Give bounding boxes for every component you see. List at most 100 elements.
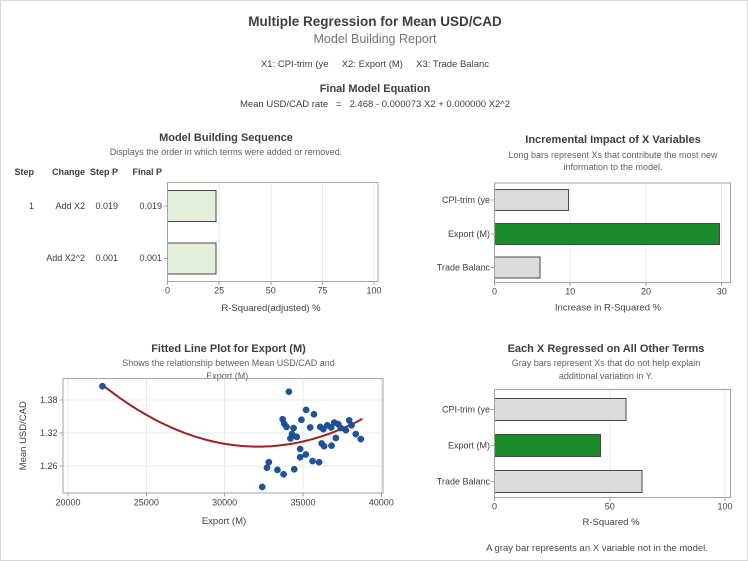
sequence-panel-subtitle: Displays the order in which terms were a…	[109, 147, 343, 157]
data-point	[280, 470, 287, 478]
data-point	[99, 382, 106, 390]
sequence-panel-title: Model Building Sequence	[159, 131, 293, 144]
x-tick-label: 0	[492, 287, 497, 297]
incremental-panel-subtitle-line2: information to the model.	[563, 162, 663, 172]
x-tick-label: 100	[366, 286, 381, 296]
table-header-step-p: Step P	[89, 166, 118, 177]
x-tick-label: 0	[492, 502, 497, 512]
predictor-list: X1: CPI-trim (ye X2: Export (M) X3: Trad…	[260, 59, 490, 70]
regressed-panel-subtitle-line1: Gray bars represent Xs that do not help …	[511, 358, 701, 368]
x-tick-label: 10	[565, 287, 575, 297]
fitted-line	[101, 384, 363, 448]
regressed-panel-title: Each X Regressed on All Other Terms	[507, 342, 705, 355]
data-point	[302, 451, 310, 458]
data-point	[290, 465, 298, 473]
data-point	[296, 453, 304, 461]
x-tick-label: 25000	[134, 498, 159, 508]
table-cell: 0.019	[139, 200, 162, 211]
table-cell: 0.019	[95, 200, 118, 211]
x-tick-label: 75	[317, 286, 327, 296]
report-title: Multiple Regression for Mean USD/CAD	[248, 14, 502, 29]
data-point	[357, 435, 365, 443]
incremental-panel-subtitle-line1: Long bars represent Xs that contribute t…	[508, 149, 718, 160]
table-header-step: Step	[14, 166, 34, 177]
table-cell: 1	[28, 200, 34, 211]
category-label: CPI-trim (ye	[442, 405, 490, 415]
data-point	[306, 424, 314, 431]
data-point	[315, 458, 323, 466]
data-point	[348, 421, 355, 429]
x-tick-label: 0	[165, 286, 170, 296]
table-cell: 0.001	[95, 253, 118, 263]
x-tick-label: 30	[717, 287, 727, 297]
regressed-bar-1	[494, 433, 602, 457]
category-label: Trade Balanc	[437, 263, 491, 273]
x-axis-title: Increase in R-Squared %	[555, 303, 662, 314]
fitted-plot-frame	[62, 378, 384, 494]
fitted-panel-title: Fitted Line Plot for Export (M)	[151, 342, 306, 355]
y-tick-label: 1.38	[40, 395, 58, 405]
x-axis-title: R-Squared %	[582, 517, 640, 528]
incremental-bar-0	[494, 189, 570, 211]
data-point	[290, 424, 297, 432]
x-tick-label: 35000	[290, 498, 315, 508]
incremental-plot-frame	[494, 182, 731, 283]
x-tick-label: 20000	[55, 498, 80, 508]
report-subtitle: Model Building Report	[313, 32, 437, 46]
x-axis-title: Export (M)	[202, 516, 246, 527]
data-point	[287, 435, 294, 442]
equation-title: Final Model Equation	[319, 83, 431, 95]
x-axis-title: R-Squared(adjusted) %	[221, 303, 321, 314]
incremental-bar-2	[494, 256, 541, 279]
x-tick-label: 40000	[369, 498, 394, 508]
fitted-panel-subtitle-line1: Shows the relationship between Mean USD/…	[122, 358, 335, 368]
equation-text: Mean USD/CAD rate = 2.468 - 0.000073 X2 …	[239, 99, 511, 110]
fitted-panel-subtitle-line2: Export (M).	[206, 370, 251, 381]
y-tick-label: 1.26	[40, 461, 58, 471]
y-tick-label: 1.32	[40, 428, 58, 438]
y-axis-title: Mean USD/CAD	[18, 401, 29, 470]
table-header-final-p: Final P	[132, 166, 162, 177]
data-point	[309, 457, 316, 465]
data-point	[298, 416, 305, 424]
regressed-panel-footnote: A gray bar represents an X variable not …	[486, 542, 708, 554]
regressed-bar-0	[494, 397, 627, 421]
table-cell: 0.001	[139, 253, 162, 263]
x-tick-label: 50	[266, 286, 276, 296]
regressed-plot-frame	[494, 389, 731, 498]
table-cell: Add X2^2	[46, 253, 85, 263]
category-label: Export (M)	[448, 441, 490, 451]
data-point	[283, 423, 290, 431]
x-tick-label: 25	[214, 286, 224, 296]
sequence-bar-1	[167, 242, 217, 275]
data-point	[310, 410, 318, 418]
sequence-bar-0	[167, 190, 217, 222]
table-header-change: Change	[51, 166, 85, 177]
regressed-panel-subtitle-line2: additional variation in Y.	[558, 370, 654, 381]
category-label: CPI-trim (ye	[442, 195, 490, 205]
x-tick-label: 100	[717, 502, 732, 512]
data-point	[320, 442, 328, 450]
data-point	[328, 442, 335, 450]
x-tick-label: 50	[605, 502, 615, 512]
data-point	[296, 445, 304, 453]
incremental-bar-1	[494, 223, 720, 245]
data-point	[342, 426, 350, 434]
incremental-panel-title: Incremental Impact of X Variables	[525, 134, 701, 146]
data-point	[258, 483, 266, 491]
category-label: Trade Balanc	[437, 477, 491, 487]
data-point	[285, 388, 293, 396]
table-cell: Add X2	[55, 200, 85, 211]
data-point	[332, 434, 340, 442]
data-point	[274, 466, 281, 474]
regressed-bar-2	[494, 469, 643, 493]
data-point	[293, 433, 301, 441]
x-tick-label: 20	[641, 287, 651, 297]
data-point	[327, 424, 335, 431]
data-point	[263, 464, 271, 472]
category-label: Export (M)	[448, 229, 490, 239]
sequence-plot-frame	[167, 182, 379, 282]
data-point	[352, 430, 360, 438]
